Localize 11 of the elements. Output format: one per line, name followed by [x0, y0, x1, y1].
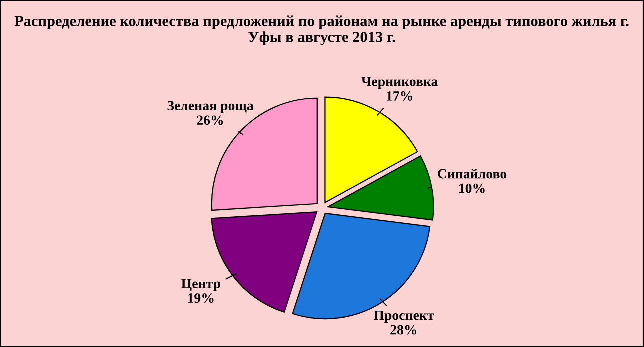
slice-label: Сипайлово [438, 169, 507, 179]
data-label: 10% [459, 184, 485, 194]
data-label: 19% [188, 294, 214, 304]
data-label: 28% [390, 325, 417, 335]
slice-label: Центр [182, 279, 220, 292]
slice-label: Черниковка [362, 77, 438, 90]
data-label: 17% [387, 92, 412, 101]
data-label: 26% [197, 116, 224, 126]
slice-label: Зеленая роща [168, 101, 254, 114]
chart-title: Распределение количества предложений по районам на рынке аренды типового жилья г. Уфы в августе 2013 г. [14, 16, 629, 46]
slice-label: Проспект [374, 310, 434, 324]
